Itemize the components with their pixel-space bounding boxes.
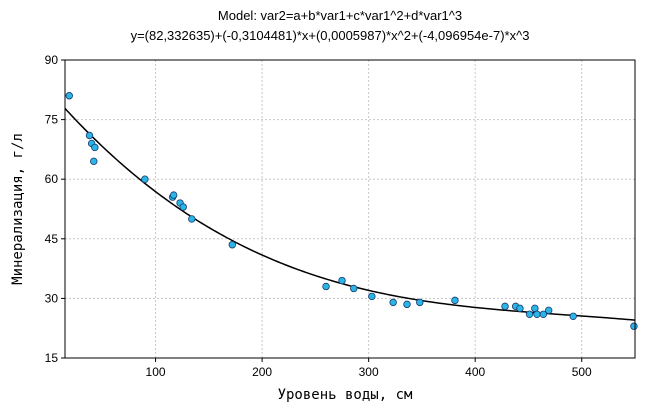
data-point xyxy=(188,215,196,223)
data-point xyxy=(525,310,534,318)
x-tick-label: 200 xyxy=(252,365,272,379)
data-point xyxy=(545,306,553,315)
y-tick-label: 60 xyxy=(45,172,59,186)
chart-subtitle: y=(82,332635)+(-0,3104481)*x+(0,0005987)… xyxy=(131,28,530,43)
x-tick-label: 300 xyxy=(359,365,379,379)
data-point xyxy=(403,300,411,309)
data-point xyxy=(516,304,524,313)
data-point xyxy=(141,175,149,183)
data-point xyxy=(368,292,376,301)
x-axis-ticks: 100 200 300 400 500 xyxy=(146,358,592,379)
data-point xyxy=(416,298,424,307)
data-point xyxy=(389,298,397,307)
data-point xyxy=(90,157,98,166)
data-point xyxy=(533,310,541,318)
plot-frame xyxy=(64,59,636,359)
data-point xyxy=(85,131,94,140)
data-points xyxy=(65,92,638,330)
data-point xyxy=(501,302,509,311)
data-point xyxy=(569,312,577,320)
data-point xyxy=(539,310,548,318)
data-point xyxy=(179,203,187,211)
y-tick-label: 90 xyxy=(45,53,59,67)
y-tick-label: 45 xyxy=(45,232,59,246)
y-tick-label: 30 xyxy=(45,291,59,305)
y-tick-label: 15 xyxy=(45,351,59,365)
data-point xyxy=(338,276,346,285)
data-point xyxy=(228,241,236,249)
grid xyxy=(65,60,635,358)
plot-area xyxy=(65,60,635,358)
x-tick-label: 100 xyxy=(146,365,166,379)
x-tick-label: 400 xyxy=(465,365,485,379)
y-axis-label: Минерализация, г/л xyxy=(10,133,26,285)
data-point xyxy=(91,143,99,152)
x-axis-label: Уровень воды, см xyxy=(278,387,413,403)
data-point xyxy=(350,284,358,293)
x-tick-label: 500 xyxy=(572,365,592,379)
data-point xyxy=(65,92,73,100)
data-point xyxy=(169,191,178,199)
data-point xyxy=(630,322,638,330)
chart-title: Model: var2=a+b*var1+c*var1^2+d*var1^3 xyxy=(218,8,462,23)
y-axis-ticks: 15 30 45 60 75 90 xyxy=(45,53,65,365)
data-point xyxy=(451,296,459,305)
y-tick-label: 75 xyxy=(45,113,59,127)
data-point xyxy=(322,282,330,291)
